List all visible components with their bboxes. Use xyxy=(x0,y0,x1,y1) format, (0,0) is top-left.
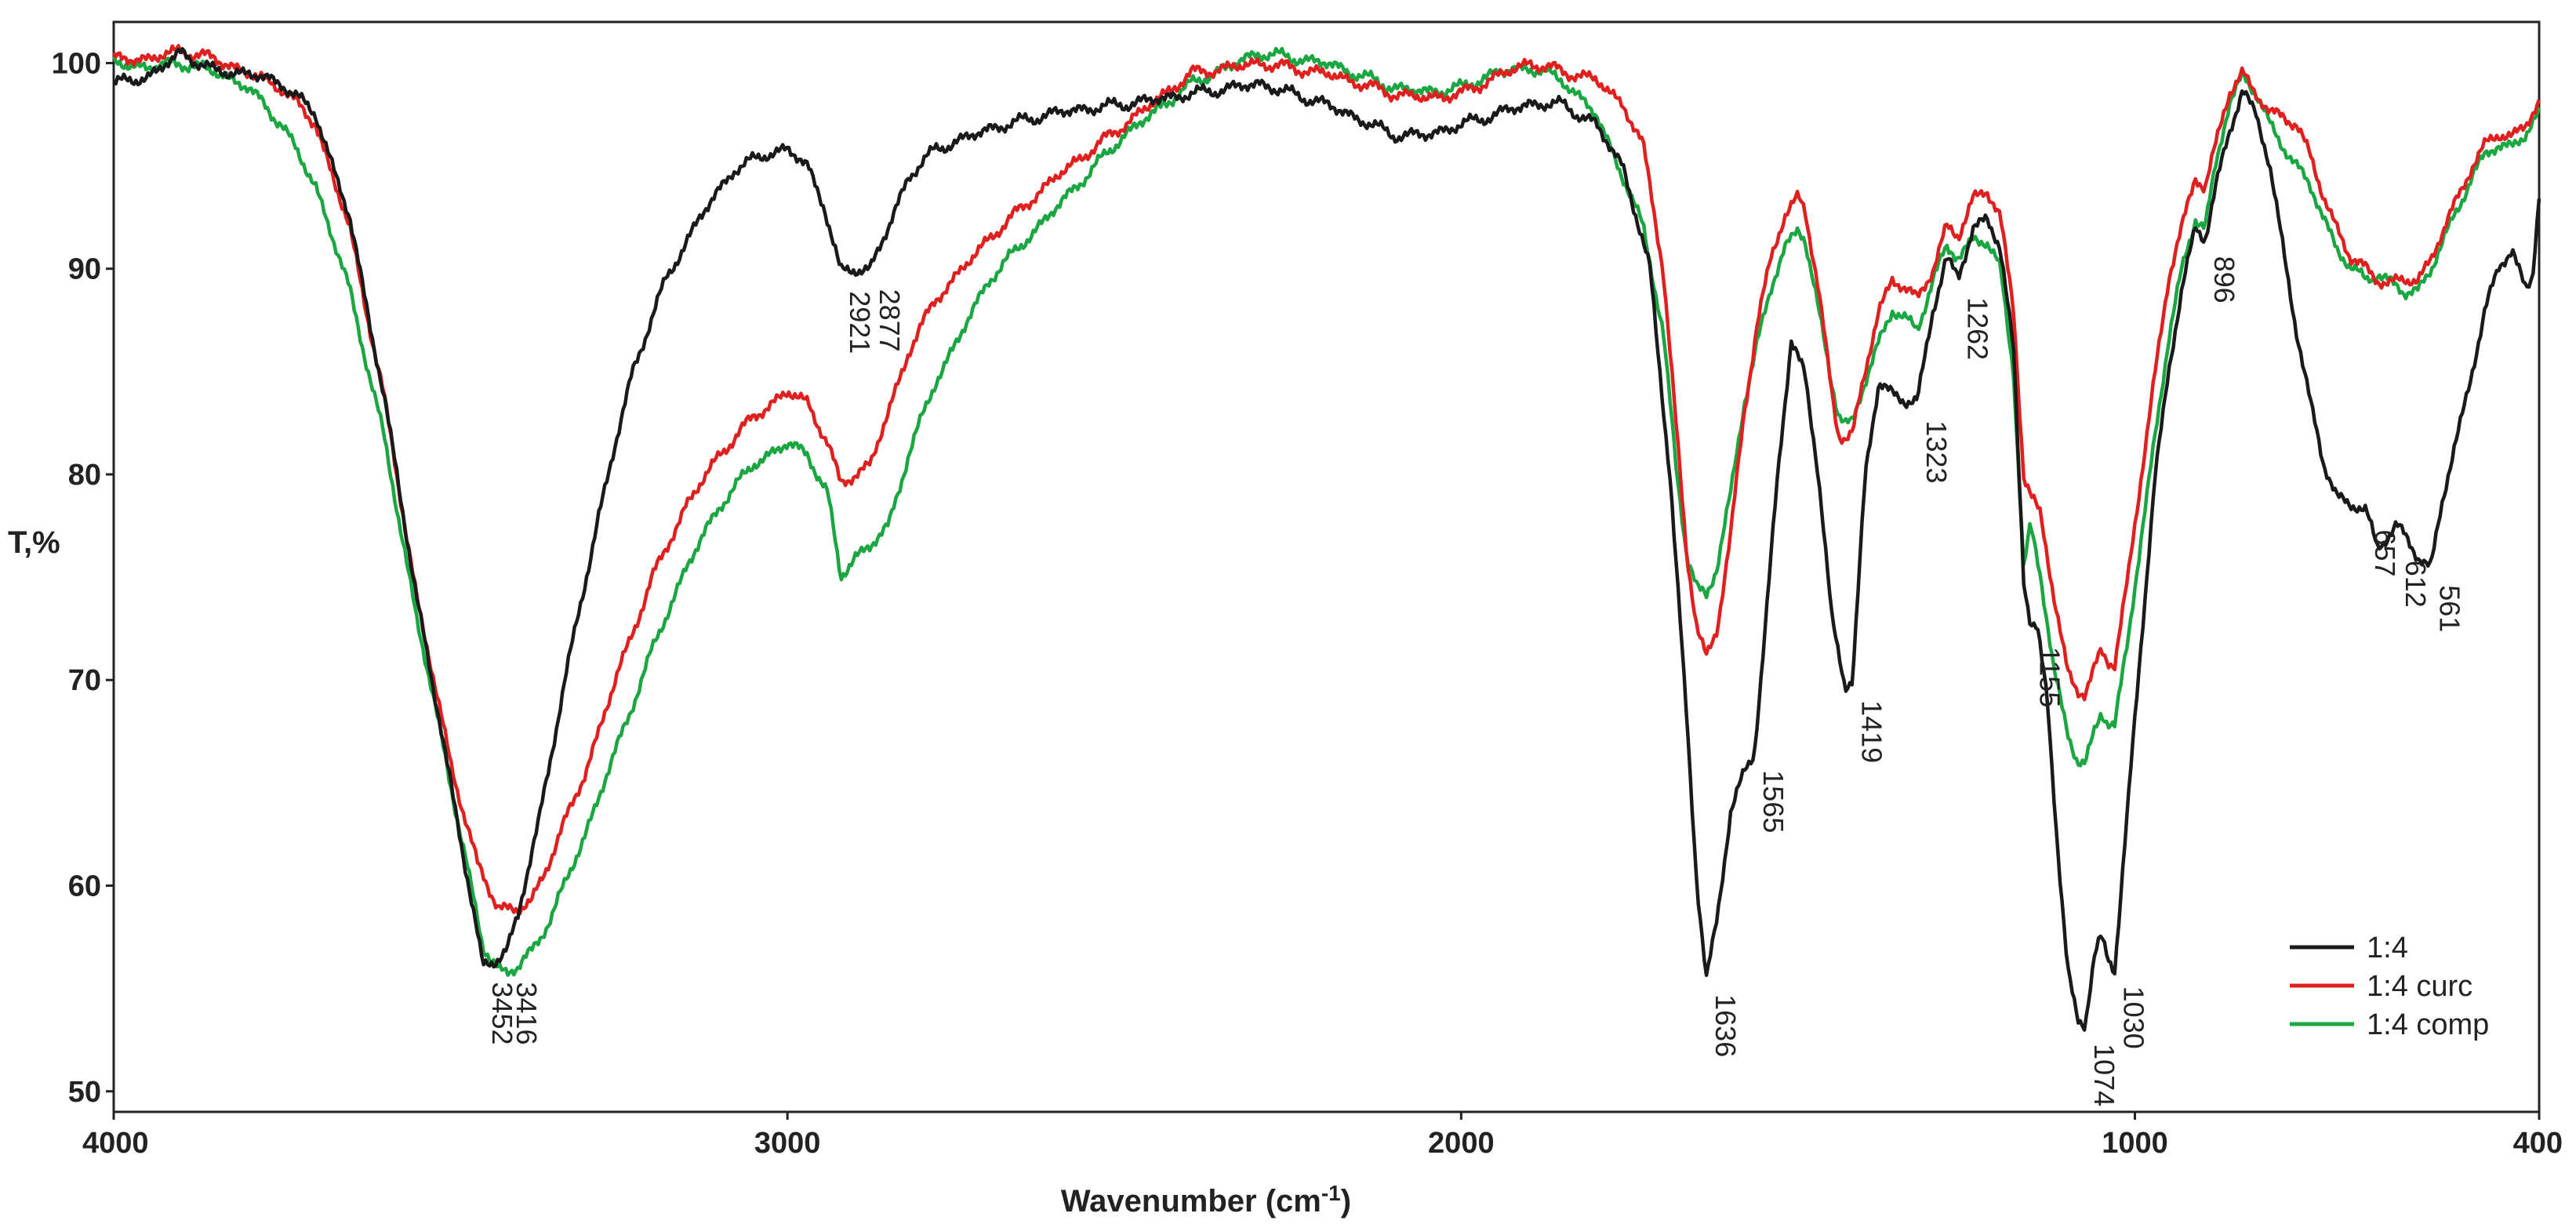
y-tick-label: 70 xyxy=(68,664,101,697)
x-axis-title-main: Wavenumber (cm xyxy=(1061,1184,1321,1219)
axes: 100 90 80 70 60 50 4000 3000 2000 1000 400 xyxy=(52,20,2563,1160)
x-axis-title-superscript: -1 xyxy=(1321,1181,1341,1205)
y-axis-title: T,% xyxy=(8,525,60,560)
peak-label: 2877 xyxy=(874,289,906,352)
peak-label: 1074 xyxy=(2088,1044,2120,1106)
peak-label: 896 xyxy=(2208,256,2240,303)
series-lines xyxy=(111,44,2541,1032)
x-tick-label: 4000 xyxy=(82,1127,149,1160)
legend-label: 1:4 comp xyxy=(2367,1008,2489,1041)
series-line-3 xyxy=(111,46,2541,977)
peak-label: 1636 xyxy=(1709,994,1742,1057)
peak-label: 3452 xyxy=(486,982,518,1044)
peak-label: 1323 xyxy=(1920,420,1953,483)
peak-label: 657 xyxy=(2369,529,2401,576)
x-tick-label: 400 xyxy=(2513,1127,2563,1160)
x-tick-label: 1000 xyxy=(2102,1127,2168,1160)
series-line-1 xyxy=(113,46,2541,1032)
y-tick-label: 60 xyxy=(68,870,101,903)
legend-label: 1:4 xyxy=(2367,932,2408,964)
peak-label: 2921 xyxy=(844,291,876,354)
peak-label: 1155 xyxy=(2033,647,2066,707)
peak-label: 612 xyxy=(2400,561,2432,608)
peak-label: 1262 xyxy=(1961,297,1993,360)
y-tick-label: 90 xyxy=(68,253,101,286)
x-axis-title: Wavenumber (cm-1) xyxy=(1061,1181,1351,1219)
legend-label: 1:4 curc xyxy=(2367,970,2472,1003)
x-tick-label: 2000 xyxy=(1428,1127,1495,1160)
peak-label: 1030 xyxy=(2118,986,2150,1049)
plot-frame xyxy=(112,20,2541,1113)
y-tick-label: 100 xyxy=(52,47,101,80)
x-tick-label: 3000 xyxy=(754,1127,821,1160)
peak-label: 1419 xyxy=(1856,700,1888,763)
y-tick-label: 50 xyxy=(68,1076,101,1109)
peak-label: 561 xyxy=(2434,585,2466,632)
y-tick-label: 80 xyxy=(68,459,101,492)
legend: 1:4 1:4 curc 1:4 comp xyxy=(2290,932,2489,1041)
peak-label: 1565 xyxy=(1757,770,1789,833)
peak-label: 3416 xyxy=(510,982,543,1044)
x-axis-title-close: ) xyxy=(1341,1184,1351,1219)
